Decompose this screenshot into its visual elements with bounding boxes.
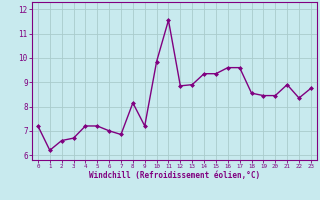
X-axis label: Windchill (Refroidissement éolien,°C): Windchill (Refroidissement éolien,°C): [89, 171, 260, 180]
